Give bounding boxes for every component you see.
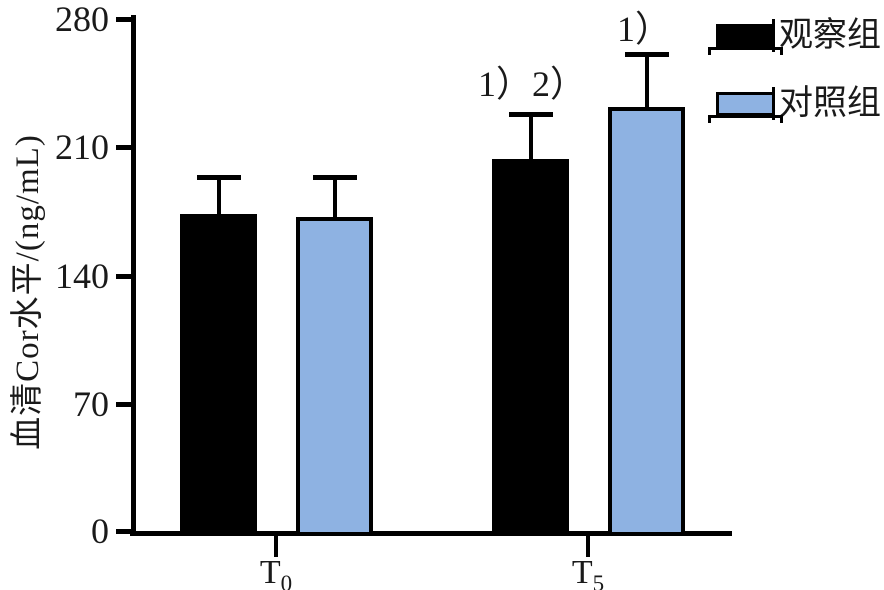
y-tick-label: 140 bbox=[55, 256, 109, 296]
legend-swatch-observation bbox=[708, 19, 783, 55]
legend-swatch-fill bbox=[716, 92, 775, 116]
significance-annotation-control-T5: 1） bbox=[616, 9, 672, 49]
error-bar-line-对照组-T0 bbox=[332, 176, 337, 218]
bar-观察组-T5 bbox=[492, 158, 569, 536]
legend-label: 对照组 bbox=[779, 85, 881, 122]
y-tick-label: 0 bbox=[91, 511, 109, 551]
y-tick-140: 140 bbox=[0, 258, 136, 294]
legend-swatch-cap bbox=[772, 87, 775, 120]
x-label-T0: T0 bbox=[260, 556, 292, 590]
legend-item-observation-group: 观察组 bbox=[708, 17, 881, 55]
y-tick-280: 280 bbox=[0, 1, 136, 37]
error-bar-cap-对照组-T0 bbox=[312, 174, 357, 180]
y-tick-mark bbox=[116, 16, 136, 22]
error-bar-cap-观察组-T5 bbox=[508, 112, 553, 118]
bar-对照组-T5 bbox=[608, 107, 685, 536]
legend-item-control-group: 对照组 bbox=[708, 85, 881, 123]
x-label-T5: T5 bbox=[572, 556, 604, 590]
error-bar-line-观察组-T0 bbox=[216, 176, 221, 214]
significance-annotation-observation-T5: 1）2） bbox=[477, 64, 587, 104]
y-tick-210: 210 bbox=[0, 129, 136, 165]
error-bar-cap-对照组-T5 bbox=[624, 51, 669, 57]
bar-观察组-T0 bbox=[180, 213, 257, 536]
y-tick-mark bbox=[116, 144, 136, 150]
error-bar-cap-观察组-T0 bbox=[196, 174, 241, 180]
y-tick-70: 70 bbox=[0, 386, 136, 422]
y-tick-label: 70 bbox=[73, 384, 109, 424]
y-tick-label: 280 bbox=[55, 0, 109, 39]
y-tick-mark bbox=[116, 401, 136, 407]
legend-swatch-baseline bbox=[708, 115, 783, 123]
x-label-base: T bbox=[259, 554, 281, 590]
error-bar-line-观察组-T5 bbox=[528, 114, 533, 159]
legend-swatch-fill bbox=[716, 24, 775, 48]
error-bar-line-对照组-T5 bbox=[644, 53, 649, 108]
x-tick-T5 bbox=[586, 534, 590, 557]
y-tick-mark bbox=[116, 273, 136, 279]
legend-swatch-baseline bbox=[708, 47, 783, 55]
legend-swatch-cap bbox=[772, 19, 775, 52]
y-tick-label: 210 bbox=[55, 127, 109, 167]
legend-swatch-control bbox=[708, 87, 783, 123]
x-label-subscript: 0 bbox=[280, 571, 293, 590]
x-tick-T0 bbox=[274, 534, 278, 557]
legend-label: 观察组 bbox=[779, 17, 881, 54]
x-axis-line bbox=[130, 531, 732, 536]
y-tick-0: 0 bbox=[0, 513, 136, 549]
y-tick-mark bbox=[116, 528, 136, 534]
x-label-base: T bbox=[571, 554, 593, 590]
x-label-subscript: 5 bbox=[592, 571, 605, 590]
bar-对照组-T0 bbox=[296, 217, 373, 536]
